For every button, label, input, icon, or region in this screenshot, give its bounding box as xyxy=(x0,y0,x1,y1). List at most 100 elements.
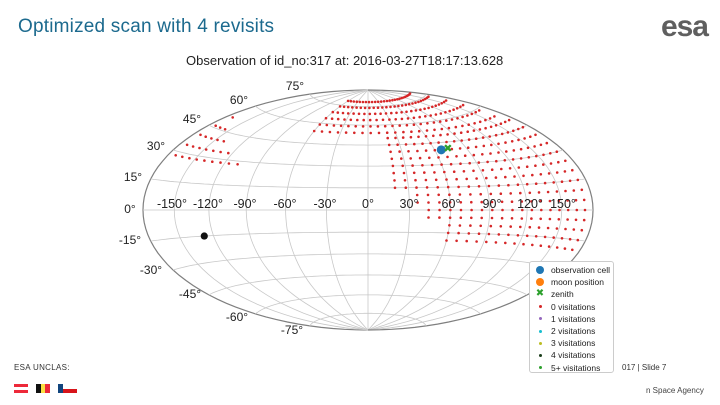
cell-dot xyxy=(497,184,501,187)
legend-item: 3 visitations xyxy=(533,337,610,349)
cell-dot xyxy=(506,131,510,134)
lon-label: -30° xyxy=(313,197,336,211)
cell-dot xyxy=(320,130,324,133)
cell-dot xyxy=(469,193,472,196)
cell-dot xyxy=(499,192,503,195)
cell-dot xyxy=(484,126,487,130)
cell-dot xyxy=(396,143,399,146)
cell-dot xyxy=(455,107,459,110)
map-markers: ✖ xyxy=(200,142,452,240)
cell-dot xyxy=(391,164,395,168)
cell-dot xyxy=(517,127,520,131)
parallel-line xyxy=(172,149,564,167)
cell-dot xyxy=(385,105,388,109)
cell-dot xyxy=(557,218,561,221)
cell-dot xyxy=(539,244,543,247)
cell-dot xyxy=(375,118,378,122)
lat-label: 45° xyxy=(183,112,201,126)
lat-label: 15° xyxy=(124,170,142,184)
lon-label: 60° xyxy=(442,197,461,211)
cell-dot xyxy=(494,176,498,179)
cell-dot xyxy=(377,131,381,135)
cell-dot xyxy=(489,224,493,228)
lat-label: 30° xyxy=(147,139,165,153)
cell-dot xyxy=(525,165,529,168)
cell-dot xyxy=(466,114,469,117)
cell-dot xyxy=(428,156,431,160)
cell-dot xyxy=(484,118,487,122)
cell-dot xyxy=(411,164,414,167)
lat-label: 60° xyxy=(230,93,248,107)
cell-dot xyxy=(439,112,443,115)
cell-dot xyxy=(448,193,451,196)
cell-dot xyxy=(549,162,553,165)
cell-dot xyxy=(410,130,413,133)
cell-dot xyxy=(439,133,442,137)
cell-dot xyxy=(500,200,504,204)
cell-dot xyxy=(513,175,516,178)
cell-dot xyxy=(379,112,382,115)
cell-dot xyxy=(503,120,507,124)
cell-dot xyxy=(412,123,416,126)
cell-dot xyxy=(459,105,462,108)
cell-dot xyxy=(480,216,484,220)
flag-czech xyxy=(58,384,77,393)
cell-dot xyxy=(394,136,397,140)
cell-dot xyxy=(402,171,406,175)
cell-dot xyxy=(499,122,503,125)
cell-dot xyxy=(539,217,542,221)
cell-dot xyxy=(181,155,184,159)
cell-dot xyxy=(423,107,426,111)
lat-label: -45° xyxy=(179,287,201,301)
esa-logo: esa xyxy=(660,10,709,43)
cell-dot xyxy=(431,105,434,109)
cell-dot xyxy=(405,110,408,114)
cell-dot xyxy=(332,124,336,127)
cell-dot xyxy=(466,130,470,133)
cell-dot xyxy=(437,103,441,106)
cell-dot xyxy=(370,100,374,104)
cell-dot xyxy=(391,124,394,128)
cell-dot xyxy=(362,118,366,122)
cell-dot xyxy=(443,170,446,174)
cell-dot xyxy=(517,138,520,142)
cell-dot xyxy=(552,181,555,184)
cell-dot xyxy=(361,125,365,128)
cell-dot xyxy=(486,160,489,164)
parallel-line xyxy=(309,312,427,327)
cell-dot xyxy=(488,117,492,120)
cell-dot xyxy=(418,115,422,119)
cell-dot xyxy=(571,168,574,172)
cell-dot xyxy=(446,155,449,159)
cell-dot xyxy=(508,167,512,170)
cell-dot xyxy=(434,113,438,116)
cell-dot xyxy=(572,228,576,231)
cell-dot xyxy=(530,208,534,212)
cell-dot xyxy=(349,118,353,122)
cell-dot xyxy=(405,123,409,127)
cell-dot xyxy=(381,118,385,122)
cell-dot xyxy=(452,140,456,143)
cell-dot xyxy=(470,208,473,212)
cell-dot xyxy=(531,173,534,177)
cell-dot xyxy=(493,115,496,118)
cell-dot xyxy=(542,153,545,157)
cell-dot xyxy=(219,150,222,154)
cell-dot xyxy=(485,176,488,180)
cell-dot xyxy=(480,200,484,204)
cell-dot xyxy=(440,127,444,131)
cell-dot xyxy=(535,154,538,158)
cell-dot xyxy=(530,217,533,220)
slide-title: Optimized scan with 4 revisits xyxy=(18,16,275,37)
cell-dot xyxy=(576,178,580,182)
cell-dot xyxy=(566,199,569,202)
cell-dot xyxy=(557,160,560,164)
zenith-marker: ✖ xyxy=(443,142,452,155)
cell-dot xyxy=(453,132,456,135)
cell-dot xyxy=(545,141,549,145)
cell-dot xyxy=(433,171,436,174)
cell-dot xyxy=(482,144,486,148)
cell-dot xyxy=(358,100,362,104)
cell-dot xyxy=(382,100,386,103)
cell-dot xyxy=(401,136,405,139)
